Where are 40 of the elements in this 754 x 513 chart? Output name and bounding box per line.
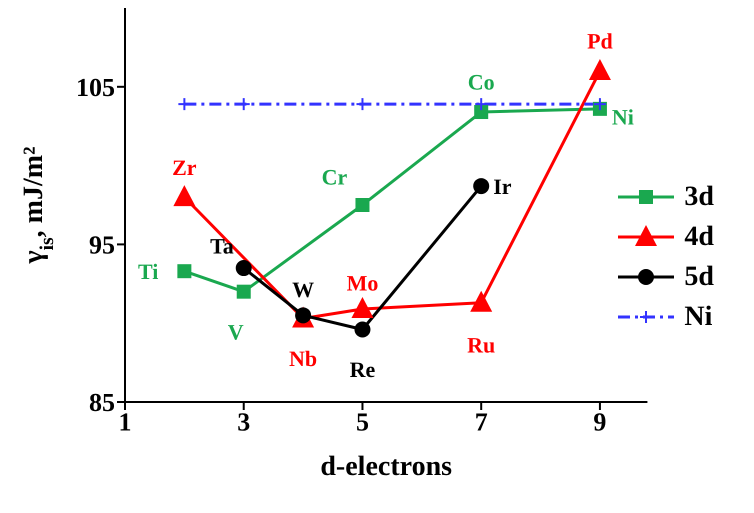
point bbox=[474, 97, 488, 112]
legend-label: 3d bbox=[684, 180, 714, 214]
point bbox=[351, 297, 374, 318]
y-tick-label: 85 bbox=[89, 388, 115, 418]
annotation: Pd bbox=[587, 28, 613, 54]
annotation: Co bbox=[468, 70, 495, 95]
x-tick-label: 3 bbox=[237, 407, 250, 436]
annotation: Ru bbox=[467, 332, 496, 358]
x-tick-label: 1 bbox=[118, 407, 132, 436]
point bbox=[474, 105, 488, 120]
point bbox=[236, 260, 252, 276]
point bbox=[354, 322, 370, 338]
annotation: Ti bbox=[138, 258, 158, 284]
legend-label: 5d bbox=[684, 260, 714, 294]
y-tick-label: 95 bbox=[89, 230, 115, 260]
annotation: Nb bbox=[289, 346, 318, 372]
point bbox=[470, 290, 492, 312]
annotation: Ni bbox=[612, 104, 634, 130]
annotation: Ir bbox=[493, 174, 512, 199]
point bbox=[355, 198, 370, 212]
point bbox=[173, 185, 196, 206]
annotation: Zr bbox=[172, 154, 197, 180]
annotation: V bbox=[228, 319, 244, 344]
x-tick-label: 7 bbox=[474, 407, 488, 436]
x-axis-title: d-electrons bbox=[320, 451, 452, 482]
annotation: W bbox=[292, 277, 314, 302]
x-tick-label: 5 bbox=[356, 407, 369, 436]
point bbox=[177, 264, 192, 278]
legend-label: 4d bbox=[684, 220, 714, 254]
point bbox=[236, 284, 251, 299]
annotation: Ta bbox=[210, 234, 234, 259]
legend-label: Ni bbox=[684, 300, 712, 334]
annotation: Re bbox=[350, 357, 376, 382]
point bbox=[588, 59, 611, 80]
y-tick-label: 105 bbox=[76, 73, 115, 102]
x-tick-label: 9 bbox=[593, 407, 606, 436]
point bbox=[592, 97, 607, 112]
point bbox=[473, 178, 490, 194]
annotation: Cr bbox=[322, 164, 348, 190]
annotation: Mo bbox=[346, 270, 378, 296]
